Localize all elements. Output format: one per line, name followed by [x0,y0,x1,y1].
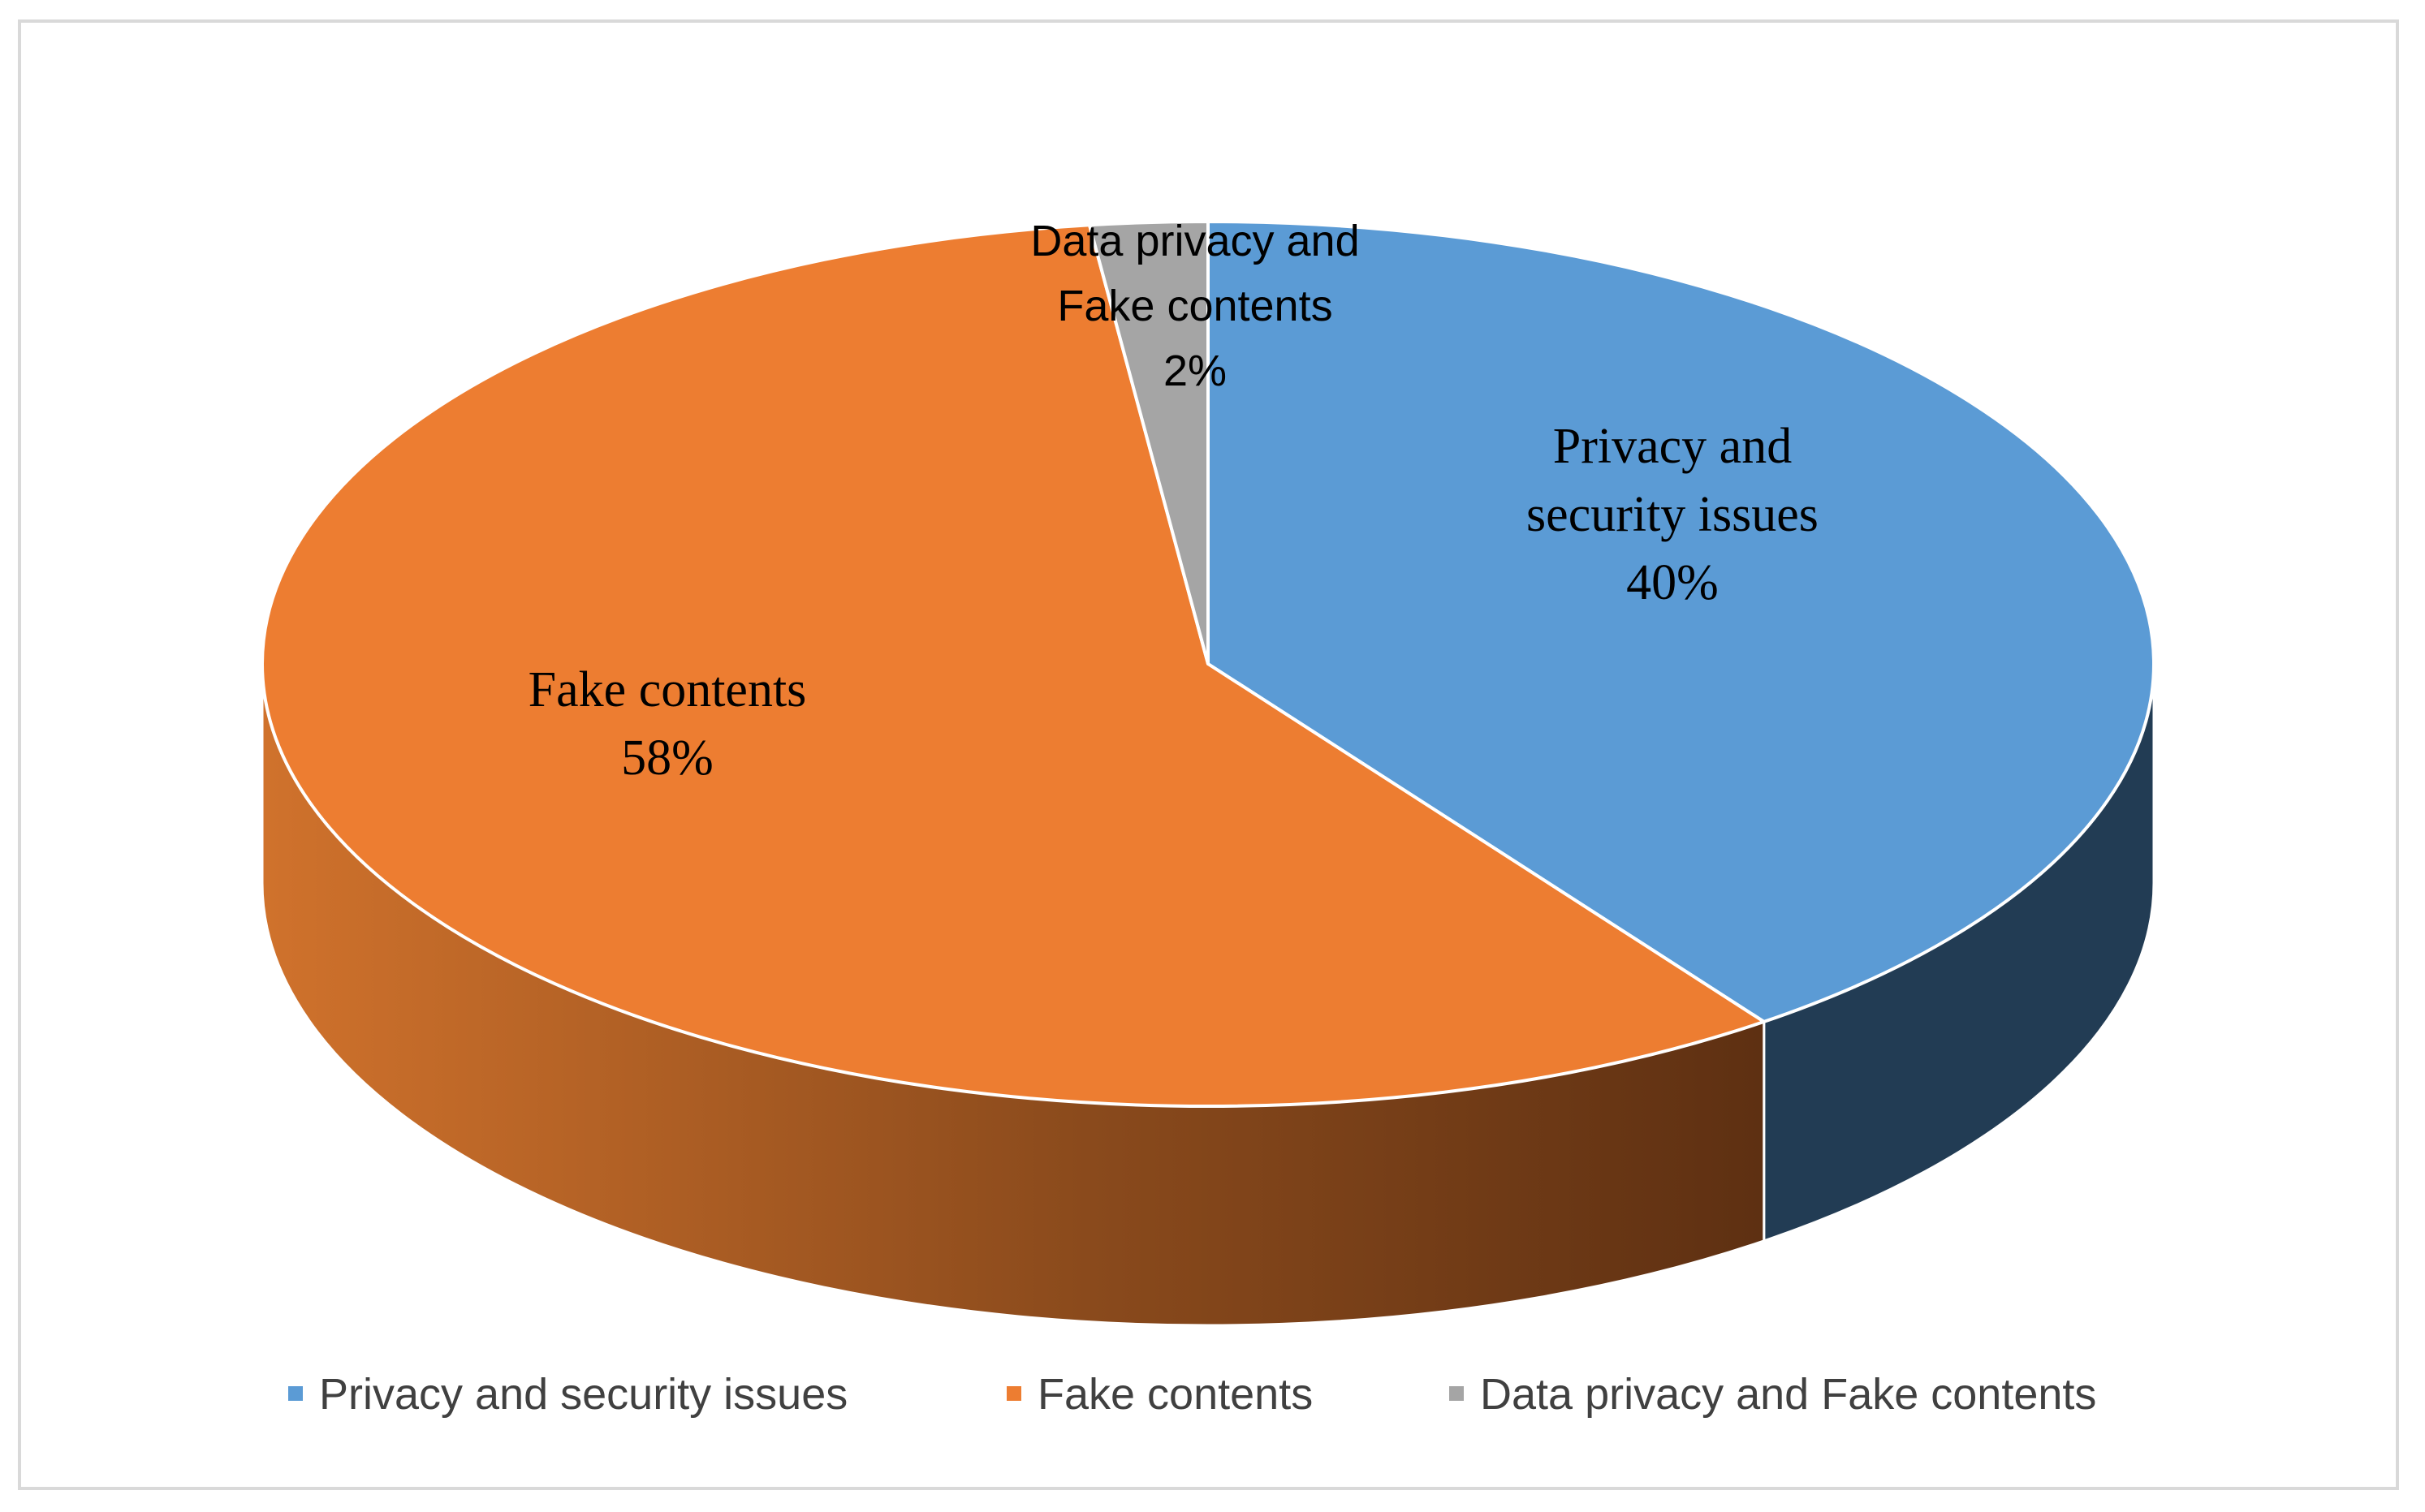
legend-entry-privacy-and-security-issues: Privacy and security issues [319,1370,848,1419]
data-label-fake-contents: Fake contents [529,662,807,717]
legend-entry-data-privacy-and-fake-contents: Data privacy and Fake contents [1480,1370,2096,1419]
data-label-percent-privacy-and-security-issues: 40% [1626,555,1719,610]
legend-swatch-fake-contents [1007,1386,1021,1401]
legend: Privacy and security issues Fake contents… [288,1370,2096,1419]
data-label-data-privacy-and-fake-contents: Fake contents [1057,282,1332,330]
data-label-privacy-and-security-issues: Privacy and [1553,419,1792,474]
legend-swatch-data-privacy-and-fake-contents [1449,1386,1464,1401]
data-label-percent-fake-contents: 58% [621,730,714,786]
data-label-privacy-and-security-issues: security issues [1526,487,1819,542]
data-labels: Privacy and security issues 40% Fake conten… [529,217,1819,786]
pie-slice-privacy-and-security-issues [1206,220,2155,1023]
pie-slice-data-privacy-and-fake-contents [1087,220,1210,666]
data-label-percent-data-privacy-and-fake-contents: 2% [1163,347,1227,395]
data-label-data-privacy-and-fake-contents: Data privacy and [1030,217,1359,265]
legend-swatch-privacy-and-security-issues [288,1386,303,1401]
pie-slice-fake-contents [261,223,1766,1108]
pie-tops [261,220,2155,1108]
legend-entry-fake-contents: Fake contents [1038,1370,1313,1419]
